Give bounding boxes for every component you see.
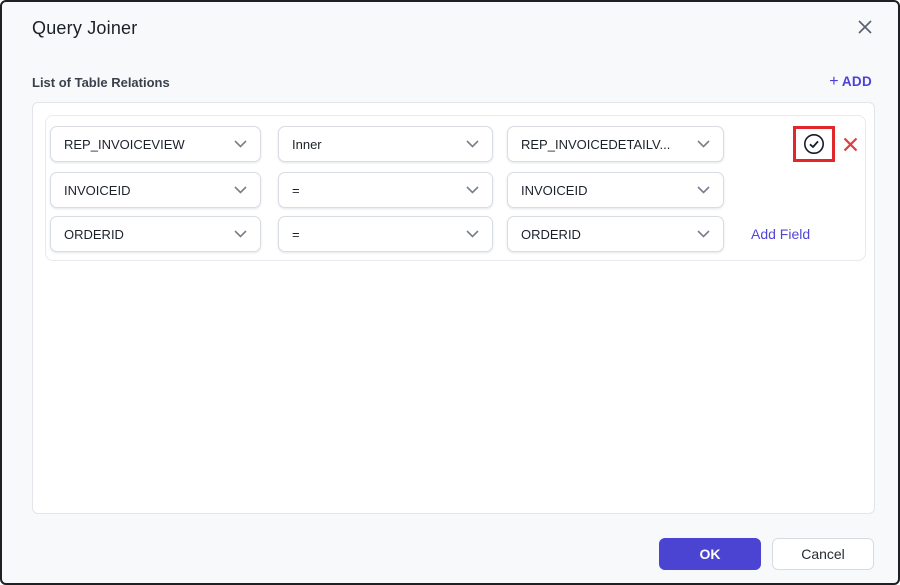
check-circle-glyph (804, 134, 824, 154)
operator-select-1[interactable]: = (278, 172, 493, 208)
chevron-down-icon (234, 230, 247, 238)
left-field-value-2: ORDERID (64, 226, 124, 242)
chevron-down-icon (697, 230, 710, 238)
red-x-glyph (843, 137, 858, 151)
left-table-value: REP_INVOICEVIEW (64, 136, 185, 152)
relation-actions (793, 126, 859, 162)
chevron-down-icon (466, 186, 479, 194)
operator-value-2: = (292, 226, 300, 242)
dialog-footer: OK Cancel (659, 538, 874, 570)
right-field-select-2[interactable]: ORDERID (507, 216, 724, 252)
add-relation-button[interactable]: + ADD (829, 73, 872, 90)
right-table-select[interactable]: REP_INVOICEDETAILV... (507, 126, 724, 162)
add-field-button[interactable]: Add Field (751, 226, 811, 242)
chevron-down-icon (466, 230, 479, 238)
right-table-value: REP_INVOICEDETAILV... (521, 136, 671, 152)
delete-relation-icon[interactable] (842, 136, 859, 153)
relation-group: REP_INVOICEVIEW Inner REP_INVOICEDETAILV… (45, 115, 866, 261)
ok-button[interactable]: OK (659, 538, 761, 570)
check-circle-icon[interactable] (803, 133, 825, 155)
x-icon-glyph (858, 20, 872, 34)
dialog-title: Query Joiner (32, 18, 138, 38)
plus-icon: + (829, 73, 839, 90)
operator-select-2[interactable]: = (278, 216, 493, 252)
chevron-down-icon (234, 140, 247, 148)
left-field-value-1: INVOICEID (64, 182, 131, 198)
chevron-down-icon (697, 140, 710, 148)
close-icon[interactable] (854, 16, 876, 38)
join-type-value: Inner (292, 136, 322, 152)
right-field-select-1[interactable]: INVOICEID (507, 172, 724, 208)
right-field-value-1: INVOICEID (521, 182, 588, 198)
add-button-label: ADD (841, 74, 872, 89)
left-table-select[interactable]: REP_INVOICEVIEW (50, 126, 261, 162)
chevron-down-icon (466, 140, 479, 148)
red-highlight-box (793, 126, 835, 162)
relation-row-field-1: INVOICEID = INVOICEID (50, 172, 861, 208)
operator-value-1: = (292, 182, 300, 198)
section-label: List of Table Relations (32, 75, 170, 90)
right-field-value-2: ORDERID (521, 226, 581, 242)
relation-row-field-2: ORDERID = ORDERID Add (50, 216, 861, 252)
left-field-select-1[interactable]: INVOICEID (50, 172, 261, 208)
left-field-select-2[interactable]: ORDERID (50, 216, 261, 252)
relation-row-tables: REP_INVOICEVIEW Inner REP_INVOICEDETAILV… (50, 126, 861, 162)
cancel-button[interactable]: Cancel (772, 538, 874, 570)
relations-panel: REP_INVOICEVIEW Inner REP_INVOICEDETAILV… (32, 102, 875, 514)
join-type-select[interactable]: Inner (278, 126, 493, 162)
chevron-down-icon (697, 186, 710, 194)
chevron-down-icon (234, 186, 247, 194)
